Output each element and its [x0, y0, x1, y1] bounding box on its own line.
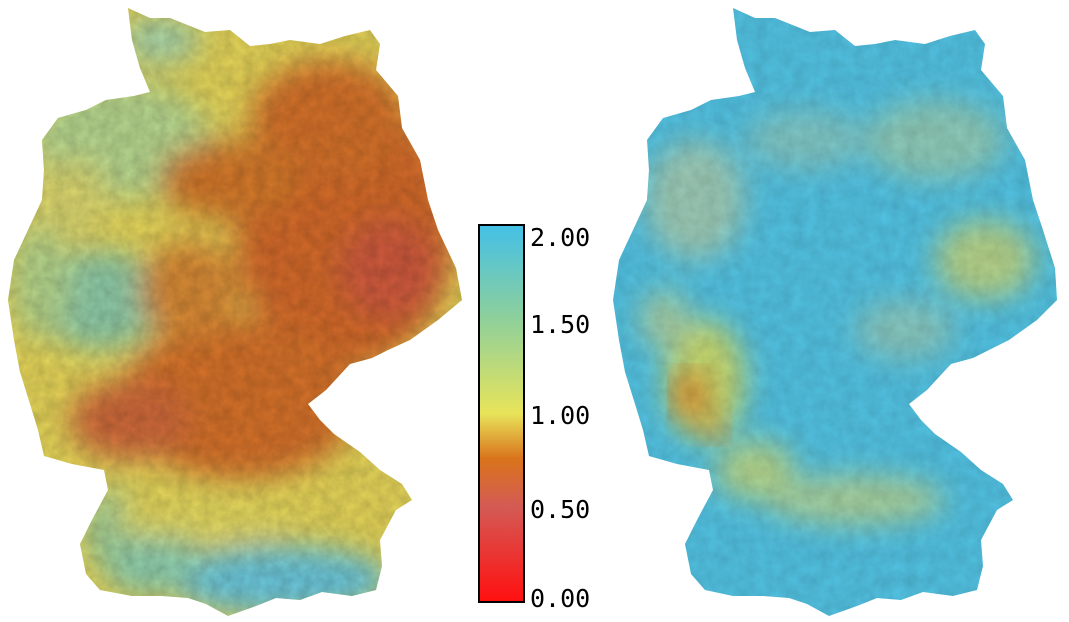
map-right — [613, 8, 1057, 616]
colorbar-gradient — [480, 226, 523, 601]
colorbar-tick-label: 1.50 — [530, 310, 591, 339]
colorbar-tick-label: 0.00 — [530, 584, 591, 613]
map-left — [8, 8, 462, 616]
colorbar-tick-label: 0.50 — [530, 495, 591, 524]
colorbar — [478, 224, 525, 603]
colorbar-tick-label: 1.00 — [530, 401, 591, 430]
colorbar-tick-label: 2.00 — [530, 223, 591, 252]
